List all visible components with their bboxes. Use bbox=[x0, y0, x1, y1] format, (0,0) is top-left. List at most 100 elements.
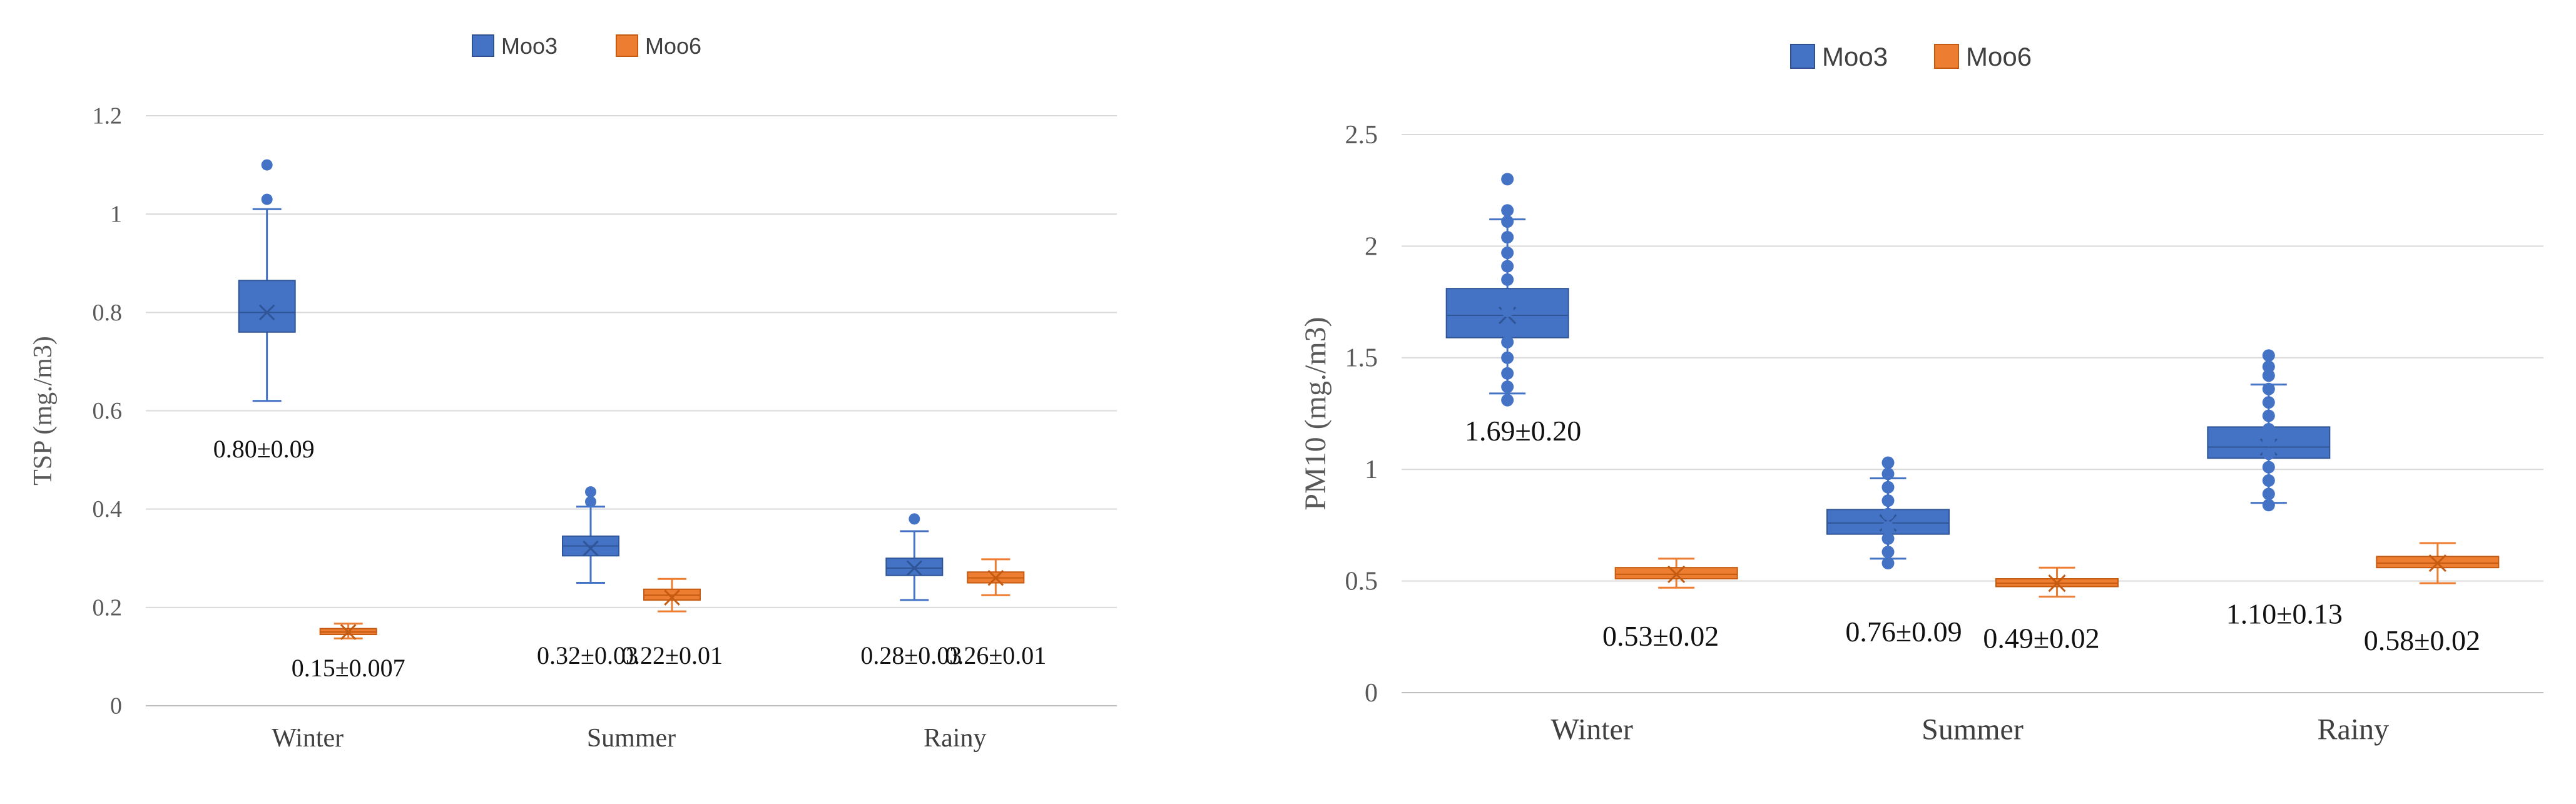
y-tick-label: 0.4 bbox=[93, 496, 123, 522]
y-tick-label: 0 bbox=[1365, 679, 1378, 708]
box-moo3-rainy bbox=[2207, 349, 2331, 512]
data-point bbox=[1501, 260, 1514, 273]
y-tick-label: 0.6 bbox=[93, 398, 123, 424]
data-point bbox=[1881, 507, 1895, 521]
y-tick-label: 2.5 bbox=[1345, 121, 1378, 150]
data-point bbox=[1881, 557, 1895, 570]
x-category-label: Rainy bbox=[924, 724, 986, 753]
legend-label-moo6: Moo6 bbox=[645, 33, 701, 59]
x-category-label: Rainy bbox=[2318, 713, 2390, 746]
data-point bbox=[1881, 467, 1895, 481]
data-point bbox=[1881, 481, 1895, 494]
legend-swatch-moo6 bbox=[1934, 44, 1959, 69]
stat-annotation: 0.32±0.03 bbox=[537, 641, 638, 669]
stat-annotation: 0.22±0.01 bbox=[621, 641, 723, 669]
data-point bbox=[2262, 396, 2275, 409]
mean-marker bbox=[906, 560, 923, 576]
mean-marker bbox=[1667, 565, 1686, 583]
box-moo6-rainy bbox=[967, 558, 1025, 596]
iqr-box bbox=[238, 280, 296, 333]
legend-label-moo3: Moo3 bbox=[1822, 42, 1888, 71]
data-point bbox=[1501, 273, 1514, 286]
data-point bbox=[2262, 434, 2275, 447]
y-axis-title: TSP (mg./m3) bbox=[29, 336, 58, 486]
data-point bbox=[2262, 360, 2275, 374]
y-tick-label: 0.5 bbox=[1345, 567, 1378, 596]
data-point bbox=[1501, 204, 1514, 217]
box-moo6-rainy bbox=[2376, 542, 2500, 584]
box-moo3-winter bbox=[1445, 173, 1569, 407]
data-point bbox=[1501, 215, 1514, 228]
y-tick-label: 1.5 bbox=[1345, 344, 1378, 373]
stat-annotation: 0.15±0.007 bbox=[292, 654, 405, 682]
stat-annotation: 0.28±0.03 bbox=[860, 641, 962, 669]
stat-annotation: 0.26±0.01 bbox=[945, 641, 1046, 669]
stat-annotation: 0.76±0.09 bbox=[1845, 616, 1962, 648]
y-tick-label: 1.2 bbox=[93, 103, 123, 130]
stat-annotation: 0.53±0.02 bbox=[1602, 620, 1719, 652]
data-point bbox=[585, 496, 596, 507]
x-category-label: Winter bbox=[1550, 713, 1632, 746]
stat-annotation: 0.80±0.09 bbox=[213, 435, 315, 463]
y-tick-label: 1 bbox=[1365, 455, 1378, 484]
x-category-label: Winter bbox=[272, 724, 344, 753]
data-point bbox=[1501, 304, 1514, 317]
y-tick-label: 0.2 bbox=[93, 594, 123, 621]
data-point bbox=[2262, 422, 2275, 435]
y-tick-label: 1 bbox=[110, 201, 122, 228]
data-point bbox=[2262, 461, 2275, 474]
legend-label-moo6: Moo6 bbox=[1966, 42, 2032, 71]
data-point bbox=[1501, 173, 1514, 186]
y-axis-title: PM10 (mg./m3) bbox=[1299, 317, 1332, 510]
x-category-label: Summer bbox=[587, 724, 676, 753]
box-moo3-rainy bbox=[885, 513, 944, 601]
data-point bbox=[1881, 532, 1895, 545]
box-moo6-winter bbox=[1614, 557, 1738, 589]
data-point bbox=[1881, 546, 1895, 559]
mean-marker bbox=[987, 569, 1004, 586]
box-moo3-summer bbox=[1826, 456, 1950, 570]
mean-marker bbox=[258, 304, 275, 321]
legend-swatch-moo6 bbox=[616, 34, 638, 57]
data-point bbox=[1501, 367, 1514, 380]
mean-marker bbox=[2048, 574, 2066, 593]
stat-annotation: 1.10±0.13 bbox=[2226, 598, 2343, 629]
data-point bbox=[1501, 247, 1514, 260]
mean-marker bbox=[340, 624, 357, 640]
stat-annotation: 0.49±0.02 bbox=[1983, 623, 2099, 654]
data-point bbox=[1881, 521, 1895, 534]
data-point bbox=[1501, 320, 1514, 333]
legend-label-moo3: Moo3 bbox=[501, 33, 557, 59]
data-point bbox=[1881, 494, 1895, 507]
data-point bbox=[1501, 394, 1514, 407]
stat-annotation: 1.69±0.20 bbox=[1465, 415, 1581, 447]
box-moo6-summer bbox=[1995, 566, 2119, 598]
data-point bbox=[1501, 288, 1514, 302]
data-point bbox=[261, 159, 273, 171]
data-point bbox=[1501, 351, 1514, 364]
y-tick-label: 2 bbox=[1365, 232, 1378, 261]
box-moo6-summer bbox=[643, 578, 701, 613]
mean-marker bbox=[583, 540, 599, 557]
chart-panel-1: 0 0.2 0.4 0.6 0.8 1 1.2 Winter Summer Rainy TSP (m… bbox=[29, 33, 1117, 753]
data-point bbox=[909, 513, 920, 525]
data-point bbox=[2262, 499, 2275, 512]
data-point bbox=[2262, 447, 2275, 461]
box-moo6-winter bbox=[319, 623, 377, 640]
data-point bbox=[2262, 369, 2275, 382]
box-moo3-winter bbox=[238, 159, 296, 402]
data-point bbox=[1501, 231, 1514, 244]
stat-annotation: 0.58±0.02 bbox=[2364, 624, 2480, 656]
data-point bbox=[261, 193, 273, 205]
mean-marker bbox=[2428, 554, 2446, 572]
data-point bbox=[585, 486, 596, 498]
data-point bbox=[1501, 380, 1514, 394]
data-point bbox=[2262, 349, 2275, 362]
chart-panel-2: 0 0.5 1 1.5 2 2.5 Winter Summer Rainy PM10 (mg./m… bbox=[1299, 42, 2543, 746]
data-point bbox=[2262, 487, 2275, 501]
y-tick-label: 0.8 bbox=[93, 300, 123, 326]
box-moo3-summer bbox=[562, 486, 619, 584]
x-category-label: Summer bbox=[1922, 713, 2024, 746]
